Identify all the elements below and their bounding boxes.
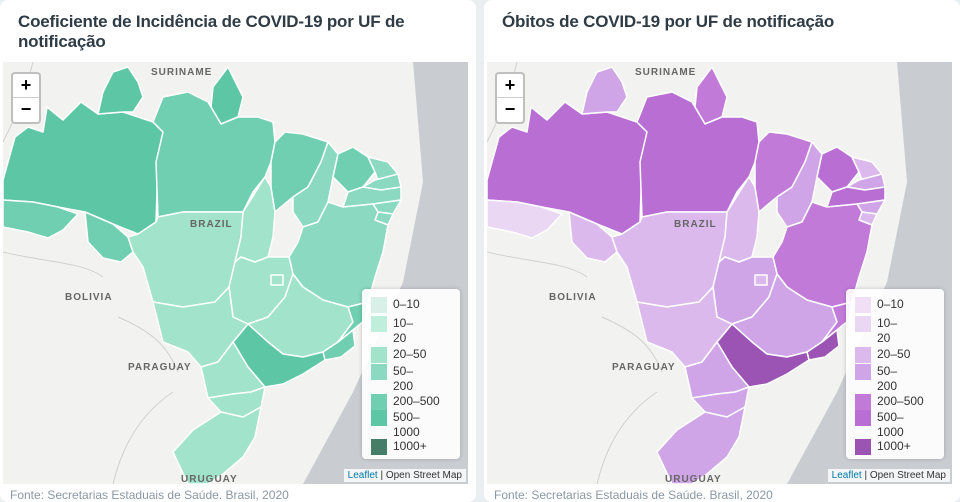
osm-attribution: | Open Street Map — [864, 470, 946, 481]
legend-item: 200–500 — [855, 394, 924, 410]
legend-label: 10– 20 — [877, 316, 898, 345]
source-note: Fonte: Secretarias Estaduais de Saúde. B… — [494, 488, 773, 502]
state-ce[interactable] — [816, 146, 860, 193]
panel-title: Coeficiente de Incidência de COVID-19 po… — [18, 12, 405, 51]
legend-item: 50– 200 — [855, 364, 897, 394]
legend: 0–10 10– 20 20–50 50– 200 200–500 500– 1000 10… — [362, 289, 460, 459]
osm-attribution: | Open Street Map — [380, 470, 462, 481]
deaths-map[interactable]: SURINAME BRAZIL BOLIVIA PARAGUAY URUGUAY + −… — [487, 62, 952, 484]
map-label-brazil: BRAZIL — [190, 219, 233, 230]
legend-label: 1000+ — [393, 439, 427, 453]
state-ce[interactable] — [332, 146, 376, 193]
legend-item: 20–50 — [371, 347, 426, 363]
state-df[interactable] — [270, 274, 284, 286]
legend-item: 0–10 — [855, 297, 904, 313]
state-ac[interactable] — [487, 199, 563, 239]
state-ro[interactable] — [84, 211, 134, 263]
state-rr[interactable] — [97, 66, 144, 115]
zoom-control: + − — [11, 72, 41, 124]
source-note: Fonte: Secretarias Estaduais de Saúde. B… — [10, 488, 289, 502]
legend-swatch — [855, 364, 871, 380]
state-df[interactable] — [754, 274, 768, 286]
state-ro[interactable] — [568, 211, 618, 263]
state-rs[interactable] — [656, 406, 746, 484]
panel-title: Óbitos de COVID-19 por UF de notificação — [502, 12, 835, 31]
leaflet-link[interactable]: Leaflet — [347, 470, 378, 481]
legend-item: 1000+ — [855, 439, 911, 455]
legend-swatch — [371, 410, 387, 426]
legend-label: 50– 200 — [393, 364, 414, 393]
map-label-suriname: SURINAME — [151, 67, 212, 78]
deaths-panel: Óbitos de COVID-19 por UF de notificação… — [484, 0, 960, 502]
legend-label: 1000+ — [877, 439, 911, 453]
legend-label: 50– 200 — [877, 364, 898, 393]
legend-item: 1000+ — [371, 439, 427, 455]
map-label-paraguay: PARAGUAY — [128, 362, 192, 373]
map-label-bolivia: BOLIVIA — [549, 292, 597, 303]
legend-item: 500– 1000 — [855, 410, 904, 440]
map-label-uruguay: URUGUAY — [665, 474, 722, 484]
legend-item: 200–500 — [371, 394, 440, 410]
country-border — [487, 62, 663, 484]
map-attribution: Leaflet | Open Street Map — [827, 469, 950, 482]
country-border — [3, 62, 179, 484]
legend-swatch — [855, 297, 871, 313]
zoom-in-button[interactable]: + — [497, 74, 523, 98]
legend: 0–10 10– 20 20–50 50– 200 200–500 500– 1000 10… — [846, 289, 944, 459]
legend-item: 500– 1000 — [371, 410, 420, 440]
legend-label: 10– 20 — [393, 316, 414, 345]
legend-label: 20–50 — [877, 347, 911, 361]
state-rr[interactable] — [581, 66, 628, 115]
legend-swatch — [371, 439, 387, 455]
incidence-map[interactable]: SURINAME BRAZIL BOLIVIA PARAGUAY URUGUAY + −… — [3, 62, 468, 484]
incidence-panel: Coeficiente de Incidência de COVID-19 po… — [0, 0, 476, 502]
zoom-control: + − — [495, 72, 525, 124]
zoom-out-button[interactable]: − — [504, 99, 516, 119]
legend-swatch — [855, 439, 871, 455]
legend-label: 0–10 — [877, 297, 904, 311]
legend-label: 200–500 — [393, 394, 440, 408]
map-label-paraguay: PARAGUAY — [612, 362, 676, 373]
map-label-bolivia: BOLIVIA — [65, 292, 113, 303]
legend-item: 50– 200 — [371, 364, 413, 394]
map-label-suriname: SURINAME — [635, 67, 696, 78]
leaflet-link[interactable]: Leaflet — [831, 470, 862, 481]
legend-label: 20–50 — [393, 347, 427, 361]
legend-label: 0–10 — [393, 297, 420, 311]
map-label-uruguay: URUGUAY — [181, 474, 238, 484]
legend-swatch — [855, 347, 871, 363]
legend-label: 500– 1000 — [877, 410, 904, 439]
legend-item: 0–10 — [371, 297, 420, 313]
legend-item: 20–50 — [855, 347, 910, 363]
legend-swatch — [855, 316, 871, 332]
state-rs[interactable] — [172, 406, 262, 484]
legend-item: 10– 20 — [855, 316, 897, 346]
legend-swatch — [855, 394, 871, 410]
legend-label: 500– 1000 — [393, 410, 420, 439]
map-svg[interactable]: SURINAME BRAZIL BOLIVIA PARAGUAY URUGUAY — [3, 62, 468, 484]
legend-swatch — [371, 364, 387, 380]
zoom-in-button[interactable]: + — [13, 74, 39, 98]
legend-swatch — [371, 347, 387, 363]
legend-swatch — [371, 316, 387, 332]
legend-label: 200–500 — [877, 394, 924, 408]
legend-item: 10– 20 — [371, 316, 413, 346]
map-label-brazil: BRAZIL — [674, 219, 717, 230]
state-ac[interactable] — [3, 199, 79, 239]
legend-swatch — [371, 297, 387, 313]
legend-swatch — [371, 394, 387, 410]
map-attribution: Leaflet | Open Street Map — [343, 469, 466, 482]
zoom-out-button[interactable]: − — [20, 99, 32, 119]
legend-swatch — [855, 410, 871, 426]
